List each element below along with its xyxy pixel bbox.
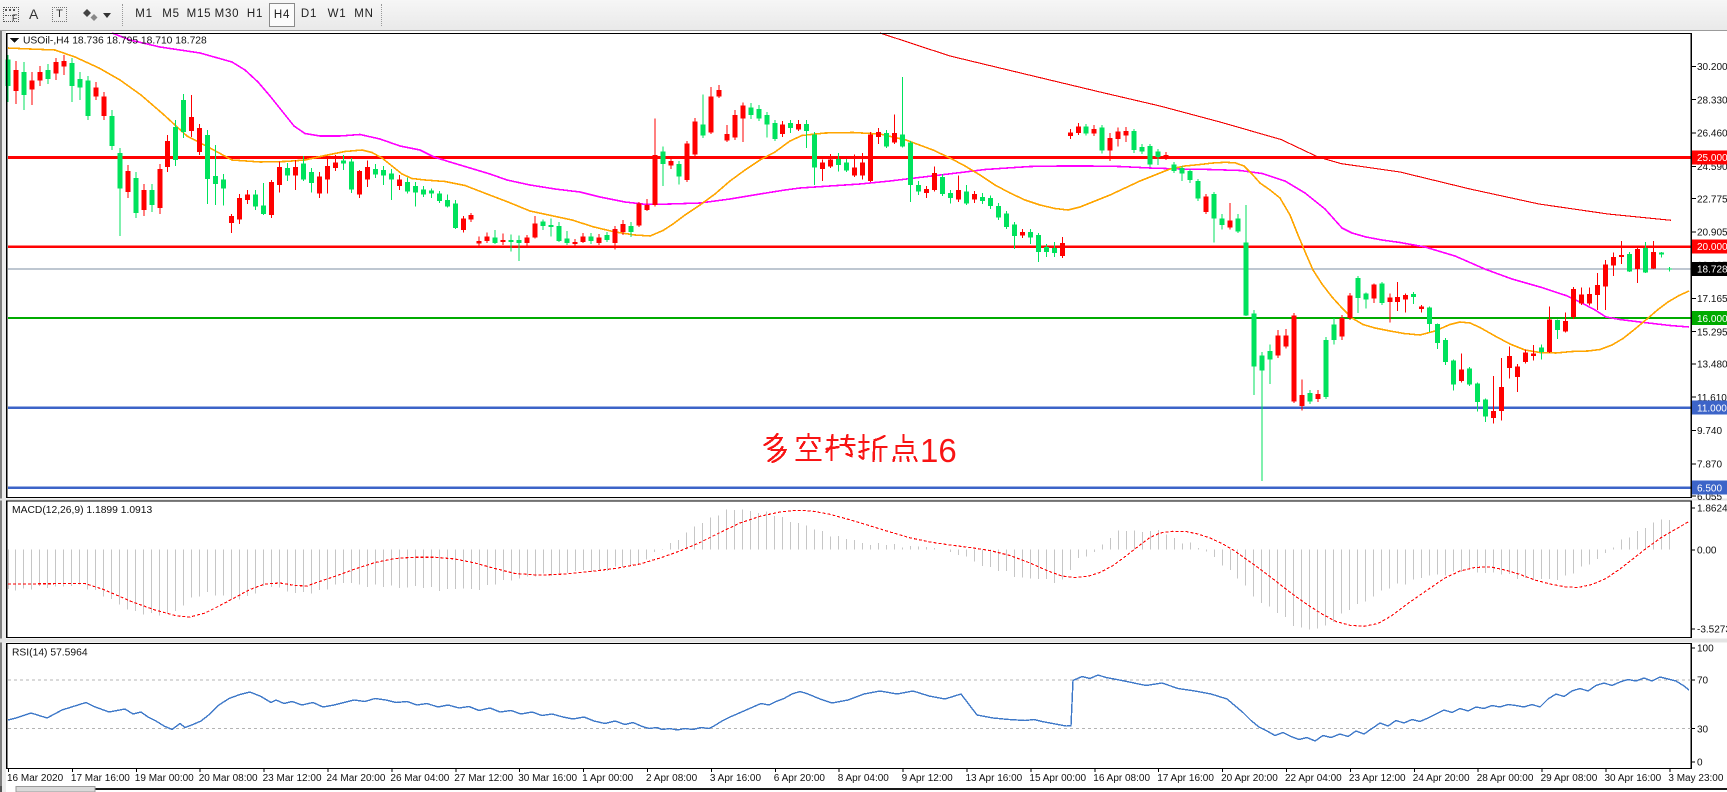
svg-text:6.500: 6.500 [1697,483,1722,494]
svg-text:0.00: 0.00 [1697,546,1717,557]
svg-text:3 Apr 16:00: 3 Apr 16:00 [710,773,762,784]
svg-text:70: 70 [1697,676,1709,687]
svg-text:3 May 23:00: 3 May 23:00 [1668,773,1723,784]
svg-text:26.460: 26.460 [1697,129,1727,140]
svg-text:16 Apr 08:00: 16 Apr 08:00 [1093,773,1150,784]
svg-text:22 Apr 04:00: 22 Apr 04:00 [1285,773,1342,784]
svg-text:1.8624: 1.8624 [1697,504,1727,515]
svg-text:9 Apr 12:00: 9 Apr 12:00 [902,773,954,784]
svg-text:20.905: 20.905 [1697,228,1727,239]
svg-text:19 Mar 00:00: 19 Mar 00:00 [135,773,194,784]
svg-text:RSI(14) 57.5964: RSI(14) 57.5964 [12,648,88,659]
svg-text:20 Mar 08:00: 20 Mar 08:00 [199,773,258,784]
svg-text:29 Apr 08:00: 29 Apr 08:00 [1541,773,1598,784]
svg-text:8 Apr 04:00: 8 Apr 04:00 [838,773,890,784]
svg-text:-3.5273: -3.5273 [1697,625,1727,636]
svg-text:22.775: 22.775 [1697,194,1727,205]
svg-text:USOil-,H4 18.736 18.795 18.71: USOil-,H4 18.736 18.795 18.710 18.728 [23,36,207,47]
svg-text:100: 100 [1697,644,1714,655]
svg-text:30 Mar 16:00: 30 Mar 16:00 [518,773,577,784]
svg-text:24 Apr 20:00: 24 Apr 20:00 [1413,773,1470,784]
svg-text:6.055: 6.055 [1697,492,1722,503]
svg-text:17 Mar 16:00: 17 Mar 16:00 [71,773,130,784]
svg-text:17 Apr 16:00: 17 Apr 16:00 [1157,773,1214,784]
svg-text:16: 16 [920,432,957,469]
svg-text:23 Mar 12:00: 23 Mar 12:00 [263,773,322,784]
svg-text:11.000: 11.000 [1697,403,1727,414]
svg-text:24 Mar 20:00: 24 Mar 20:00 [327,773,386,784]
svg-text:0: 0 [1697,758,1703,769]
svg-text:1 Apr 00:00: 1 Apr 00:00 [582,773,634,784]
svg-text:13 Apr 16:00: 13 Apr 16:00 [966,773,1023,784]
svg-text:26 Mar 04:00: 26 Mar 04:00 [390,773,449,784]
svg-text:28.330: 28.330 [1697,95,1727,106]
svg-text:25.000: 25.000 [1697,153,1727,164]
svg-text:28 Apr 00:00: 28 Apr 00:00 [1477,773,1534,784]
svg-text:24.590: 24.590 [1697,162,1727,173]
svg-text:20 Apr 20:00: 20 Apr 20:00 [1221,773,1278,784]
svg-text:20.000: 20.000 [1697,242,1727,253]
svg-text:2 Apr 08:00: 2 Apr 08:00 [646,773,698,784]
svg-text:16.000: 16.000 [1697,314,1727,325]
svg-text:MACD(12,26,9) 1.1899 1.0913: MACD(12,26,9) 1.1899 1.0913 [12,505,153,516]
svg-text:11.610: 11.610 [1697,393,1727,404]
svg-text:16 Mar 2020: 16 Mar 2020 [7,773,64,784]
svg-text:27 Mar 12:00: 27 Mar 12:00 [454,773,513,784]
svg-text:23 Apr 12:00: 23 Apr 12:00 [1349,773,1406,784]
svg-text:30.200: 30.200 [1697,62,1727,73]
svg-text:30: 30 [1697,724,1709,735]
svg-text:7.870: 7.870 [1697,460,1722,471]
svg-text:15 Apr 00:00: 15 Apr 00:00 [1029,773,1086,784]
svg-text:13.480: 13.480 [1697,360,1727,371]
svg-text:18.728: 18.728 [1697,265,1727,276]
svg-text:9.740: 9.740 [1697,426,1722,437]
svg-text:6 Apr 20:00: 6 Apr 20:00 [774,773,826,784]
svg-text:17.165: 17.165 [1697,294,1727,305]
svg-text:15.295: 15.295 [1697,327,1727,338]
svg-text:30 Apr 16:00: 30 Apr 16:00 [1605,773,1662,784]
